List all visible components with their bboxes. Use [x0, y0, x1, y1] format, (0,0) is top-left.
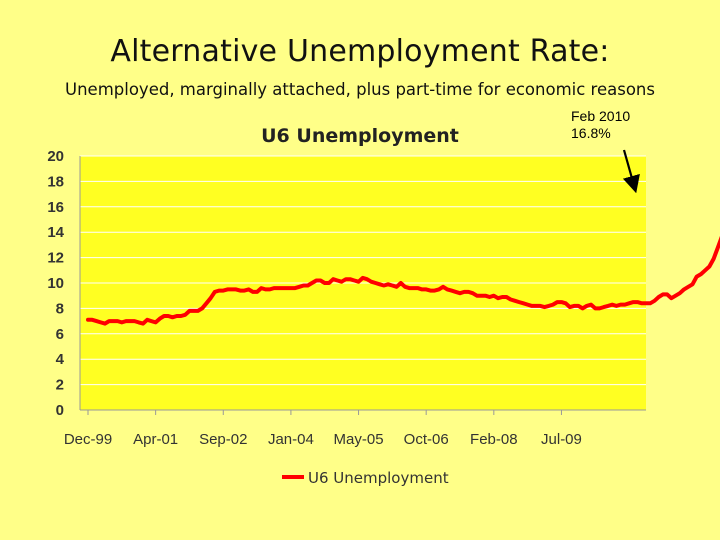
- peak-annotation: Feb 2010 16.8%: [571, 108, 630, 142]
- x-tick-label: Dec-99: [64, 431, 112, 448]
- y-tick-label: 4: [56, 351, 65, 368]
- slide-title: Alternative Unemployment Rate:: [110, 34, 610, 69]
- axes: [79, 156, 646, 411]
- x-tick-label: Apr-01: [133, 431, 178, 448]
- y-tick-label: 2: [56, 377, 64, 394]
- y-tick-label: 16: [47, 199, 64, 216]
- annotation-value: 16.8%: [571, 125, 611, 141]
- arrow-icon: [622, 149, 640, 194]
- annotation-arrow: [622, 149, 640, 194]
- x-tick-label: Jan-04: [268, 431, 314, 448]
- y-tick-label: 14: [47, 224, 64, 241]
- x-tick-label: May-05: [334, 431, 384, 448]
- annotation-date: Feb 2010: [571, 108, 631, 124]
- slide-subtitle: Unemployed, marginally attached, plus pa…: [65, 80, 655, 99]
- legend: U6 Unemployment: [282, 469, 449, 487]
- y-tick-label: 8: [56, 300, 64, 317]
- x-tick-label: Feb-08: [470, 431, 518, 448]
- legend-label: U6 Unemployment: [308, 469, 449, 487]
- y-tick-label: 10: [47, 275, 64, 292]
- y-tick-label: 12: [47, 250, 64, 267]
- x-tick-label: Jul-09: [541, 431, 582, 448]
- series-line-u6: [86, 235, 720, 326]
- gridlines: [80, 155, 646, 386]
- x-tick-label: Sep-02: [199, 431, 247, 448]
- chart-title: U6 Unemployment: [261, 125, 459, 147]
- y-tick-label: 20: [47, 148, 64, 165]
- y-axis-tick-labels: 0 2 4 6 8 10 12 14 16 18 20: [47, 148, 64, 419]
- y-tick-label: 0: [56, 402, 64, 419]
- x-tick-label: Oct-06: [404, 431, 449, 448]
- y-tick-label: 18: [47, 173, 64, 190]
- x-axis-tick-labels: Dec-99 Apr-01 Sep-02 Jan-04 May-05 Oct-06 Feb-…: [64, 410, 582, 448]
- y-tick-label: 6: [56, 326, 64, 343]
